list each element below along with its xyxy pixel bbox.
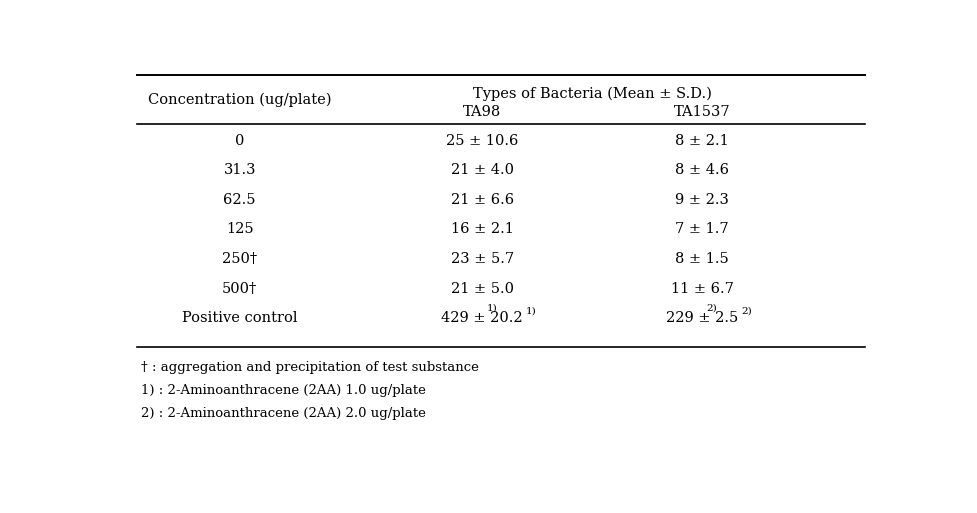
Text: 21 ± 6.6: 21 ± 6.6 xyxy=(450,193,513,207)
Text: Concentration (ug/plate): Concentration (ug/plate) xyxy=(148,92,331,107)
Text: 500†: 500† xyxy=(222,282,257,295)
Text: TA1537: TA1537 xyxy=(673,105,730,119)
Text: 31.3: 31.3 xyxy=(224,163,256,177)
Text: 8 ± 4.6: 8 ± 4.6 xyxy=(674,163,728,177)
Text: 1): 1) xyxy=(486,304,496,313)
Text: 250†: 250† xyxy=(222,252,257,266)
Text: 429 ± 20.2: 429 ± 20.2 xyxy=(441,311,523,325)
Text: † : aggregation and precipitation of test substance: † : aggregation and precipitation of tes… xyxy=(141,361,479,374)
Text: 2): 2) xyxy=(705,304,716,313)
Text: 62.5: 62.5 xyxy=(224,193,256,207)
Text: 125: 125 xyxy=(226,223,253,236)
Text: 9 ± 2.3: 9 ± 2.3 xyxy=(674,193,728,207)
Text: 21 ± 4.0: 21 ± 4.0 xyxy=(450,163,513,177)
Text: 1) : 2-Aminoanthracene (2AA) 1.0 ug/plate: 1) : 2-Aminoanthracene (2AA) 1.0 ug/plat… xyxy=(141,384,426,397)
Text: 1): 1) xyxy=(525,307,535,315)
Text: 25 ± 10.6: 25 ± 10.6 xyxy=(446,133,518,148)
Text: TA98: TA98 xyxy=(463,105,501,119)
Text: Types of Bacteria (Mean ± S.D.): Types of Bacteria (Mean ± S.D.) xyxy=(472,87,711,101)
Text: 8 ± 2.1: 8 ± 2.1 xyxy=(674,133,728,148)
Text: 11 ± 6.7: 11 ± 6.7 xyxy=(670,282,733,295)
Text: 23 ± 5.7: 23 ± 5.7 xyxy=(450,252,513,266)
Text: 7 ± 1.7: 7 ± 1.7 xyxy=(674,223,728,236)
Text: 8 ± 1.5: 8 ± 1.5 xyxy=(674,252,728,266)
Text: 2): 2) xyxy=(741,307,751,315)
Text: 0: 0 xyxy=(234,133,244,148)
Text: 21 ± 5.0: 21 ± 5.0 xyxy=(450,282,513,295)
Text: Positive control: Positive control xyxy=(182,311,297,325)
Text: 2) : 2-Aminoanthracene (2AA) 2.0 ug/plate: 2) : 2-Aminoanthracene (2AA) 2.0 ug/plat… xyxy=(141,407,426,420)
Text: 16 ± 2.1: 16 ± 2.1 xyxy=(450,223,513,236)
Text: 229 ± 2.5: 229 ± 2.5 xyxy=(665,311,738,325)
